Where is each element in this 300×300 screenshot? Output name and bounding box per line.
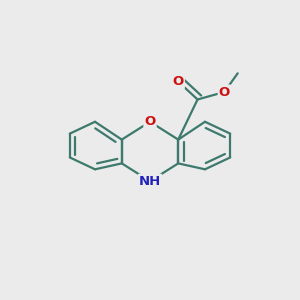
Text: O: O bbox=[219, 85, 230, 98]
Text: O: O bbox=[144, 115, 156, 128]
Text: O: O bbox=[172, 75, 184, 88]
Text: NH: NH bbox=[139, 175, 161, 188]
